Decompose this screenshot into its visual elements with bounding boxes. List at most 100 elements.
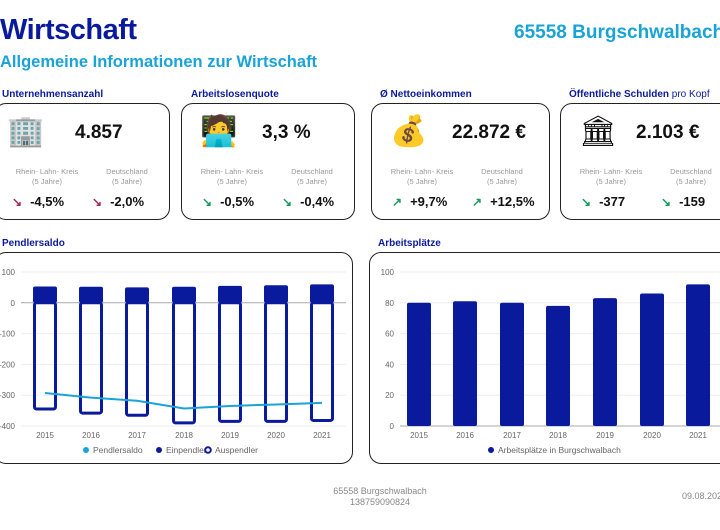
nation-label: Deutschland (5 Jahre) bbox=[291, 167, 333, 186]
auspendler-bar bbox=[125, 301, 149, 417]
legend-label: Pendlersaldo bbox=[93, 445, 143, 455]
bar bbox=[640, 293, 664, 426]
kpi-value: 2.103 € bbox=[636, 122, 700, 143]
nation-change: ↘ -2,0% bbox=[92, 194, 145, 209]
kpi-value: 3,3 % bbox=[262, 122, 311, 143]
trend-arrow-icon: ↘ bbox=[92, 195, 103, 209]
y-tick-label: 100 bbox=[2, 268, 16, 277]
arbeitsplaetze-panel: 100 80 60 40 20 0 2015 2016 2017 2018 2019 2020 2021… bbox=[369, 252, 720, 464]
card-label: Arbeitslosenquote bbox=[191, 89, 279, 100]
x-tick-label: 2020 bbox=[267, 431, 285, 440]
pendlersaldo-chart: 100 0 -100 -200 -300 -400 2015 2016 2017 2018 2019… bbox=[0, 268, 346, 455]
x-tick-label: 2016 bbox=[82, 431, 100, 440]
trend-arrow-icon: ↘ bbox=[581, 195, 592, 209]
region-change: ↘ -4,5% bbox=[12, 194, 65, 209]
legend-marker bbox=[488, 447, 494, 453]
region-label: Rhein- Lahn- Kreis (5 Jahre) bbox=[390, 167, 454, 186]
legend-marker bbox=[83, 447, 89, 453]
card-label: Ø Nettoeinkommen bbox=[380, 89, 472, 100]
pendlersaldo-panel: 100 0 -100 -200 -300 -400 2015 2016 2017 2018 2019… bbox=[0, 252, 353, 464]
region-change: ↘ -0,5% bbox=[202, 194, 255, 209]
kpi-value: 22.872 € bbox=[452, 122, 526, 143]
nation-label: Deutschland (5 Jahre) bbox=[670, 167, 712, 186]
nation-label: Deutschland (5 Jahre) bbox=[481, 167, 523, 186]
auspendler-bar bbox=[172, 301, 196, 425]
chart-title-arbeitsplaetze: Arbeitsplätze bbox=[378, 238, 441, 249]
y-tick-label: 0 bbox=[11, 299, 16, 308]
auspendler-bar bbox=[218, 301, 242, 423]
legend-marker bbox=[156, 447, 162, 453]
y-tick-label: -100 bbox=[0, 330, 16, 339]
x-tick-label: 2021 bbox=[689, 431, 707, 440]
x-tick-label: 2015 bbox=[36, 431, 54, 440]
bar bbox=[593, 298, 617, 426]
nation-change: ↘ -0,4% bbox=[282, 194, 335, 209]
trend-arrow-icon: ↗ bbox=[392, 195, 403, 209]
region-label: Rhein- Lahn- Kreis (5 Jahre) bbox=[15, 167, 79, 186]
legend-label: Auspendler bbox=[215, 445, 258, 455]
bar bbox=[310, 284, 334, 303]
kpi-card: 🧑‍💻 3,3 % Rhein- Lahn- Kreis (5 Jahre) Deuts… bbox=[181, 103, 355, 220]
y-tick-label: 80 bbox=[385, 299, 394, 308]
x-tick-label: 2021 bbox=[313, 431, 331, 440]
footer-place: 65558 Burgschwalbach bbox=[333, 486, 427, 496]
auspendler-bar bbox=[264, 301, 288, 423]
y-tick-label: 0 bbox=[390, 422, 395, 431]
auspendler-bar bbox=[33, 301, 57, 411]
y-tick-label: -400 bbox=[0, 422, 16, 431]
bar bbox=[453, 301, 477, 426]
x-tick-label: 2016 bbox=[456, 431, 474, 440]
trend-arrow-icon: ↘ bbox=[282, 195, 293, 209]
y-tick-label: 40 bbox=[385, 360, 394, 369]
bar bbox=[407, 302, 431, 426]
money-bag-icon: 💰 bbox=[390, 115, 428, 148]
y-tick-label: -200 bbox=[0, 360, 16, 369]
y-tick-label: 20 bbox=[385, 391, 394, 400]
kpi-card: 💰 22.872 € Rhein- Lahn- Kreis (5 Jahre) Deut… bbox=[371, 103, 550, 220]
auspendler-bar bbox=[79, 301, 103, 415]
office-building-icon: 🏢 bbox=[7, 115, 45, 148]
kpi-card: 🏢 4.857 Rhein- Lahn- Kreis (5 Jahre) Deutsch… bbox=[0, 103, 170, 220]
location-title: 65558 Burgschwalbach bbox=[514, 22, 720, 43]
legend-marker bbox=[204, 446, 212, 454]
x-tick-label: 2017 bbox=[128, 431, 146, 440]
region-change: ↗ +9,7% bbox=[392, 194, 448, 209]
bar bbox=[264, 285, 288, 303]
kpi-value: 4.857 bbox=[75, 122, 123, 143]
x-tick-label: 2018 bbox=[549, 431, 567, 440]
pendlersaldo-line bbox=[44, 392, 323, 410]
footer-id: 138759090824 bbox=[349, 497, 411, 507]
trend-arrow-icon: ↗ bbox=[472, 195, 483, 209]
region-label: Rhein- Lahn- Kreis (5 Jahre) bbox=[200, 167, 264, 186]
region-label: Rhein- Lahn- Kreis (5 Jahre) bbox=[579, 167, 643, 186]
card-label: Öffentliche Schulden pro Kopf bbox=[569, 89, 710, 100]
chart-title-pendlersaldo: Pendlersaldo bbox=[2, 238, 65, 249]
footer-date: 09.08.2023 bbox=[682, 491, 720, 501]
page-title: Wirtschaft bbox=[0, 14, 137, 46]
bar bbox=[125, 287, 149, 303]
x-tick-label: 2018 bbox=[175, 431, 193, 440]
nation-change: ↘ -159 bbox=[661, 194, 706, 209]
card-label: Unternehmensanzahl bbox=[2, 89, 104, 100]
bar bbox=[79, 286, 103, 303]
auspendler-bar bbox=[310, 301, 334, 422]
legend-label: Einpendler bbox=[166, 445, 207, 455]
bar bbox=[546, 305, 570, 426]
bar bbox=[172, 286, 196, 303]
bar bbox=[686, 284, 710, 426]
x-tick-label: 2019 bbox=[596, 431, 614, 440]
page-subtitle: Allgemeine Informationen zur Wirtschaft bbox=[0, 53, 318, 71]
bar bbox=[500, 302, 524, 426]
y-tick-label: 60 bbox=[385, 330, 394, 339]
nation-label: Deutschland (5 Jahre) bbox=[106, 167, 148, 186]
nation-change: ↗ +12,5% bbox=[472, 194, 535, 209]
person-at-laptop-icon: 🧑‍💻 bbox=[200, 115, 238, 148]
trend-arrow-icon: ↘ bbox=[661, 195, 672, 209]
bar bbox=[33, 286, 57, 303]
trend-arrow-icon: ↘ bbox=[202, 195, 213, 209]
trend-arrow-icon: ↘ bbox=[12, 195, 23, 209]
y-tick-label: -300 bbox=[0, 391, 16, 400]
arbeitsplaetze-chart: 100 80 60 40 20 0 2015 2016 2017 2018 2019 2020 2021… bbox=[381, 268, 720, 455]
y-tick-label: 100 bbox=[381, 268, 395, 277]
legend-label: Arbeitsplätze in Burgschwalbach bbox=[498, 445, 621, 455]
